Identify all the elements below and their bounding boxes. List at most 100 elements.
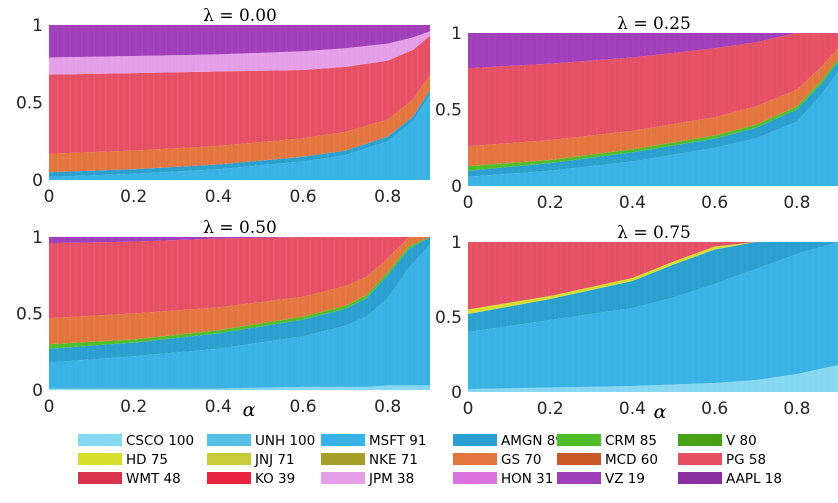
legend-item: PG 58	[678, 452, 766, 468]
legend-swatch	[207, 472, 251, 484]
legend-item: CSCO 100	[78, 433, 194, 449]
x-tick-label: 0	[44, 397, 55, 417]
y-tick-label: 0	[32, 171, 43, 191]
legend-swatch	[453, 453, 497, 465]
legend-label: PG 58	[726, 452, 766, 468]
legend-label: JPM 38	[368, 471, 414, 487]
layer-gs	[49, 74, 430, 173]
legend-label: CRM 85	[605, 433, 657, 449]
legend-swatch	[78, 472, 122, 484]
legend-swatch	[207, 434, 251, 446]
x-tick-label: 0.6	[289, 397, 316, 417]
x-tick-label: 0.4	[619, 399, 646, 419]
layer-jpm	[49, 31, 430, 75]
x-tick-label: 0	[463, 193, 474, 213]
y-tick-label: 1	[32, 228, 43, 248]
layer-hd	[468, 242, 838, 314]
y-tick-label: 0	[451, 383, 462, 403]
legend-label: V 80	[726, 433, 757, 449]
y-tick-label: 1	[451, 233, 462, 253]
legend-item: MSFT 91	[321, 433, 426, 449]
layer-pg	[49, 237, 430, 319]
legend-swatch	[207, 453, 251, 465]
y-tick-label: 0.5	[16, 305, 43, 325]
legend-item: MCD 60	[557, 452, 658, 468]
layer-vz	[49, 237, 430, 244]
x-tick-label: 0.6	[289, 187, 316, 207]
x-tick-label: 0.2	[120, 397, 147, 417]
layer-msft	[468, 242, 838, 389]
layer-crm	[468, 59, 838, 171]
legend-item: UNH 100	[207, 433, 315, 449]
legend-swatch	[321, 434, 365, 446]
y-tick-label: 0.5	[435, 308, 462, 328]
legend-label: AMGN 89	[501, 433, 564, 449]
legend-item: HON 31	[453, 471, 553, 487]
legend-item: JPM 38	[321, 471, 414, 487]
panel-title: λ = 0.50	[203, 218, 277, 238]
legend-swatch	[321, 472, 365, 484]
legend: CSCO 100 UNH 100 MSFT 91 AMGN 89 CRM 85 V 80 H…	[78, 433, 782, 487]
panel-2: λ = 0.25 0 0.2 0.4 0.6 0.8 0 0.5 1	[435, 14, 838, 213]
legend-label: MCD 60	[605, 452, 658, 468]
layer-amgn	[49, 90, 430, 177]
legend-label: NKE 71	[369, 452, 418, 468]
legend-swatch	[678, 472, 722, 484]
panel-title: λ = 0.00	[203, 6, 277, 26]
y-tick-label: 0	[32, 381, 43, 401]
layer-pg	[468, 33, 838, 147]
legend-item: VZ 19	[557, 471, 645, 487]
layer-msft	[468, 71, 838, 186]
legend-label: HON 31	[501, 471, 553, 487]
x-tick-label: 0.6	[701, 399, 728, 419]
legend-item: GS 70	[453, 452, 542, 468]
x-tick-label: 0	[44, 187, 55, 207]
layer-amgn	[49, 237, 430, 363]
legend-label: MSFT 91	[369, 433, 426, 449]
legend-label: JNJ 71	[254, 452, 295, 468]
x-tick-label: 0.4	[205, 397, 232, 417]
legend-swatch	[557, 434, 601, 446]
legend-item: V 80	[678, 433, 757, 449]
layer-msft	[49, 244, 430, 389]
legend-item: HD 75	[78, 452, 168, 468]
legend-item: AAPL 18	[678, 471, 782, 487]
panel-title: λ = 0.75	[617, 223, 691, 243]
layer-vz	[468, 33, 838, 69]
x-tick-label: 0.8	[783, 399, 810, 419]
legend-label: HD 75	[126, 452, 168, 468]
layer-csco	[468, 365, 838, 392]
legend-swatch	[557, 472, 601, 484]
y-tick-label: 1	[32, 16, 43, 36]
legend-label: VZ 19	[605, 471, 645, 487]
legend-swatch	[453, 472, 497, 484]
y-tick-label: 0.5	[16, 94, 43, 114]
panel-4: λ = 0.75 0 0.2 0.4 0.6 0.8 0 0.5 1	[435, 223, 838, 419]
layer-pg	[49, 35, 430, 154]
legend-item: KO 39	[207, 471, 295, 487]
legend-swatch	[321, 453, 365, 465]
panel-1: λ = 0.00 0 0.2 0.4 0.6 0.8 0 0.5 1	[16, 6, 430, 207]
layer-pg	[468, 242, 838, 310]
x-tick-label: 0.2	[537, 399, 564, 419]
layer-msft	[49, 94, 430, 180]
legend-swatch	[78, 453, 122, 465]
layer-csco	[49, 385, 430, 390]
layer-vz	[49, 25, 430, 58]
legend-item: NKE 71	[321, 452, 418, 468]
layer-gs	[49, 237, 430, 345]
y-tick-label: 0.5	[435, 101, 462, 121]
legend-label: UNH 100	[255, 433, 315, 449]
x-tick-label: 0.8	[374, 397, 401, 417]
legend-item: JNJ 71	[207, 452, 295, 468]
legend-swatch	[453, 434, 497, 446]
layer-amgn	[468, 242, 838, 332]
legend-label: GS 70	[501, 452, 542, 468]
panel-title: λ = 0.25	[617, 14, 691, 34]
legend-swatch	[557, 453, 601, 465]
x-tick-label: 0.4	[619, 193, 646, 213]
x-tick-label: 0.6	[701, 193, 728, 213]
legend-item: AMGN 89	[453, 433, 564, 449]
layer-gs	[468, 48, 838, 167]
